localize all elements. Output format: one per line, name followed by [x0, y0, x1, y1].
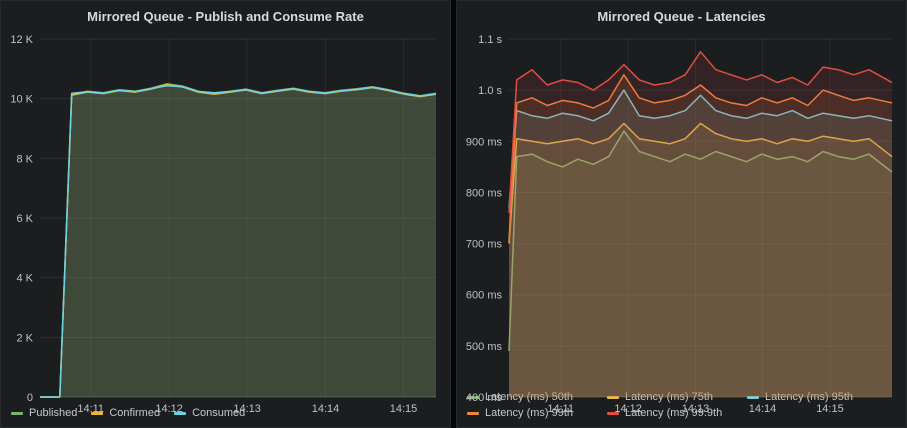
chart-canvas[interactable]: 1.1 s 1.0 s 900 ms 800 ms 700 ms 600 ms 500 ms…: [457, 31, 906, 417]
panel-title-latencies[interactable]: Mirrored Queue - Latencies: [597, 8, 766, 24]
y-tick-label: 10 K: [10, 94, 33, 106]
x-tick-label: 14:15: [816, 403, 844, 415]
series-line: [40, 85, 437, 398]
x-tick-label: 14:11: [77, 403, 104, 415]
y-tick-label: 12 K: [10, 34, 33, 46]
legend-marker: [467, 395, 479, 399]
y-tick-label: 600 ms: [466, 290, 503, 302]
y-tick-label: 1.0 s: [478, 85, 502, 97]
y-tick-label: 8 K: [16, 153, 33, 165]
legend-label: Latency (ms) 95th: [765, 391, 854, 403]
y-tick-label: 400 ms: [466, 392, 503, 404]
legend-item[interactable]: Latency (ms) 75th: [607, 391, 733, 403]
series-area: [509, 123, 892, 398]
y-tick-label: 700 ms: [466, 239, 503, 251]
series-area: [509, 51, 892, 398]
series-area: [40, 83, 436, 398]
series-area: [509, 90, 892, 397]
x-tick-label: 14:12: [155, 403, 183, 415]
legend-item[interactable]: Latency (ms) 95th: [747, 391, 873, 403]
y-tick-label: 4 K: [16, 273, 33, 285]
series-line: [508, 74, 893, 242]
legend-label: Confirmed: [109, 407, 161, 419]
legend-label: Latency (ms) 99th: [485, 407, 574, 419]
series-line: [508, 51, 893, 213]
legend-item[interactable]: Published: [11, 407, 77, 419]
legend-label: Published: [29, 407, 78, 419]
series-line: [508, 122, 893, 244]
panel-latencies: Mirrored Queue - Latencies 1.1 s 1.0 s 900…: [456, 0, 907, 428]
legend-item[interactable]: Latency (ms) 50th: [467, 391, 593, 403]
legend-marker: [467, 411, 479, 415]
series-area: [40, 85, 436, 398]
y-tick-label: 500 ms: [466, 341, 503, 353]
x-tick-label: 14:14: [749, 403, 777, 415]
chart-canvas[interactable]: 12 K 10 K 8 K 6 K 4 K 2 K 0 14:11 14:12 14:13 14:1…: [1, 31, 450, 417]
panel-publish-consume-rate: Mirrored Queue - Publish and Consume Rat…: [0, 0, 451, 428]
legend-publish-consume-rate: Published Confirmed Consumed: [1, 405, 450, 427]
series-area: [509, 131, 892, 397]
legend-marker: [174, 411, 187, 415]
x-tick-label: 14:13: [682, 403, 710, 415]
x-tick-label: 14:11: [547, 403, 574, 415]
y-tick-label: 800 ms: [466, 187, 503, 199]
y-tick-label: 1.1 s: [478, 34, 502, 46]
legend-item[interactable]: Consumed: [174, 407, 245, 419]
legend-marker: [607, 395, 619, 399]
y-tick-label: 0: [27, 392, 33, 404]
series-line: [508, 89, 893, 208]
legend-label: Consumed: [192, 407, 246, 419]
series-area: [509, 74, 892, 398]
legend-marker: [607, 411, 619, 415]
y-tick-label: 2 K: [16, 332, 33, 344]
y-tick-label: 6 K: [16, 213, 33, 225]
y-tick-label: 900 ms: [466, 136, 503, 148]
legend-label: Latency (ms) 50th: [485, 391, 574, 403]
legend-item[interactable]: Confirmed: [91, 407, 160, 419]
legend-item[interactable]: Latency (ms) 99.9th: [607, 407, 733, 419]
x-tick-label: 14:14: [312, 403, 340, 415]
legend-marker: [91, 411, 104, 415]
legend-marker: [11, 411, 23, 415]
chart-latencies[interactable]: 1.1 s 1.0 s 900 ms 800 ms 700 ms 600 ms 500 ms…: [457, 31, 906, 415]
x-tick-label: 14:12: [614, 403, 642, 415]
series-area: [40, 84, 436, 398]
series-line: [508, 130, 893, 352]
legend-marker: [747, 395, 759, 399]
legend-latencies: Latency (ms) 50th Latency (ms) 75th Latenc…: [457, 389, 906, 427]
legend-label: Latency (ms) 75th: [625, 391, 714, 403]
legend-label: Latency (ms) 99.9th: [625, 407, 723, 419]
chart-publish-consume-rate[interactable]: 12 K 10 K 8 K 6 K 4 K 2 K 0 14:11 14:12 14:13 14:1…: [1, 31, 450, 415]
x-tick-label: 14:15: [390, 403, 418, 415]
x-tick-label: 14:13: [233, 403, 261, 415]
legend-item[interactable]: Latency (ms) 99th: [467, 407, 593, 419]
panel-title-publish-consume-rate[interactable]: Mirrored Queue - Publish and Consume Rat…: [87, 8, 364, 24]
